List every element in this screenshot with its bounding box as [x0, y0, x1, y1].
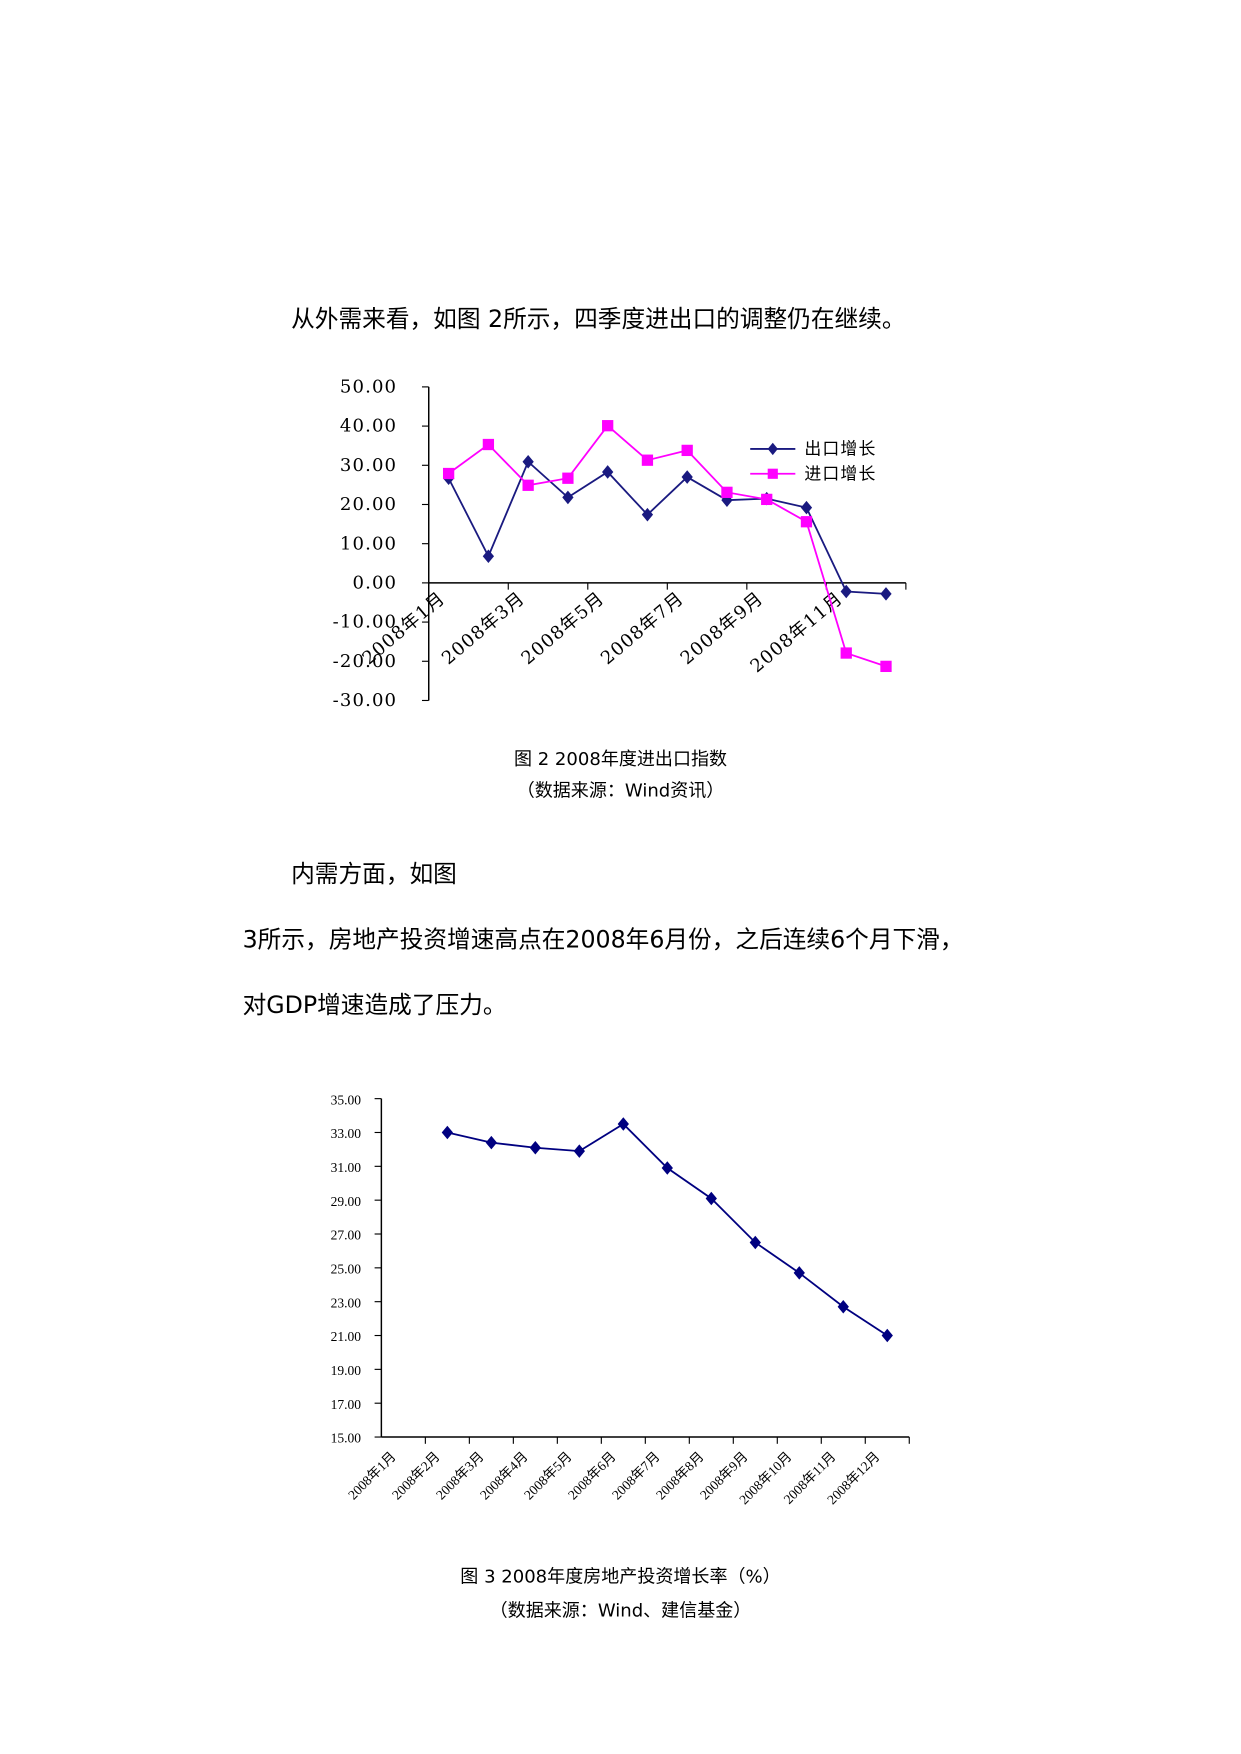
marker	[573, 1144, 585, 1158]
y-tick-label: -30.00	[333, 690, 397, 711]
marker	[562, 472, 574, 484]
y-tick-label: 20.00	[340, 494, 397, 515]
y-tick-label: 31.00	[331, 1160, 362, 1175]
marker	[840, 584, 852, 599]
y-tick-label: 35.00	[331, 1092, 362, 1107]
paragraph-line: 内需方面，如图	[291, 860, 457, 888]
y-tick-label: 50.00	[340, 377, 397, 398]
paragraph-line: 从外需来看，如图 2所示，四季度进出口的调整仍在继续。	[291, 305, 905, 333]
marker	[749, 1235, 761, 1250]
marker	[881, 1328, 893, 1343]
caption: 图 2 2008年度进出口指数	[514, 749, 727, 770]
y-tick-label: 0.00	[352, 573, 397, 594]
marker	[705, 1191, 717, 1206]
series-line	[447, 1122, 888, 1337]
marker	[800, 500, 813, 515]
y-tick-label: 33.00	[331, 1126, 362, 1141]
marker	[522, 479, 534, 491]
marker	[761, 493, 773, 506]
series-line	[448, 424, 887, 668]
marker	[681, 470, 693, 484]
marker	[840, 647, 852, 659]
marker	[837, 1299, 849, 1314]
y-tick-label: 15.00	[331, 1431, 362, 1446]
paragraph-line: 3所示，房地产投资增速高点在2008年6月份，之后连续6个月下滑，	[243, 925, 964, 953]
marker	[767, 468, 778, 479]
y-tick-label: 29.00	[331, 1194, 362, 1209]
y-tick-label: 25.00	[331, 1261, 362, 1276]
marker	[641, 507, 654, 522]
marker	[482, 549, 495, 563]
marker	[721, 486, 733, 498]
marker	[793, 1266, 805, 1280]
marker	[441, 1125, 453, 1140]
marker	[661, 1161, 673, 1175]
marker	[485, 1135, 497, 1150]
marker	[880, 587, 892, 601]
marker	[482, 438, 495, 451]
paragraph-line: 对GDP增速造成了压力。	[243, 991, 507, 1019]
legend-label: 出口增长	[804, 439, 876, 459]
marker	[681, 444, 693, 457]
y-tick-label: 40.00	[340, 416, 397, 437]
y-tick-label: 21.00	[331, 1329, 362, 1344]
y-tick-label: 17.00	[331, 1397, 362, 1412]
marker	[800, 516, 813, 528]
marker	[880, 660, 892, 673]
y-tick-label: 23.00	[331, 1295, 362, 1310]
marker	[617, 1117, 629, 1131]
x-tick-label: 2008年5月	[518, 588, 609, 669]
marker	[641, 454, 654, 466]
y-tick-label: 10.00	[340, 533, 397, 554]
y-tick-label: 19.00	[331, 1363, 362, 1378]
marker	[562, 490, 574, 505]
caption: 图 3 2008年度房地产投资增长率（%）	[460, 1567, 780, 1588]
legend-label: 进口增长	[804, 463, 876, 483]
marker	[767, 442, 778, 456]
marker	[522, 454, 534, 469]
source: （数据来源：Wind、建信基金）	[490, 1600, 752, 1621]
y-tick-label: -20.00	[333, 651, 397, 672]
marker	[529, 1140, 541, 1155]
x-tick-label: 2008年3月	[438, 588, 529, 669]
y-tick-label: 30.00	[340, 455, 397, 476]
y-tick-label: 27.00	[331, 1228, 362, 1243]
source: （数据来源：Wind资讯）	[517, 780, 725, 801]
y-tick-label: -10.00	[333, 612, 397, 633]
marker	[602, 465, 614, 479]
x-tick-label: 2008年7月	[597, 588, 688, 669]
marker	[602, 420, 614, 432]
marker	[442, 467, 455, 480]
